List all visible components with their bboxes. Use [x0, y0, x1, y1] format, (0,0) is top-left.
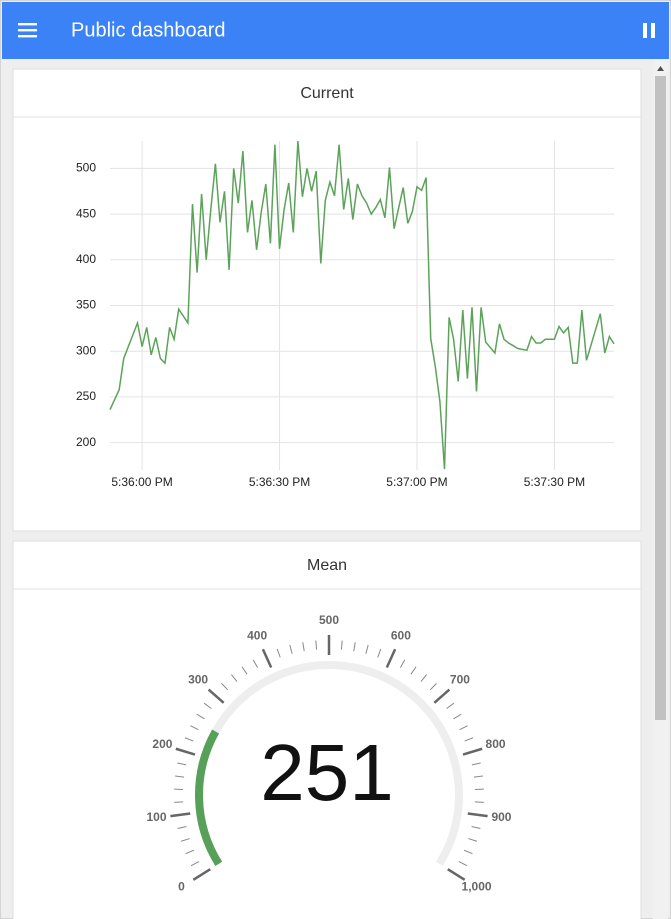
- major-tick: [261, 648, 273, 669]
- minor-tick: [185, 849, 195, 855]
- pause-icon-bar: [651, 23, 655, 38]
- card: [12, 68, 642, 532]
- y-tick-label: 350: [76, 298, 96, 312]
- major-tick: [433, 688, 451, 704]
- y-tick-label: 400: [76, 252, 96, 266]
- x-tick-label: 5:36:00 PM: [111, 475, 172, 489]
- gauge-tick-label: 800: [486, 737, 506, 751]
- major-tick: [207, 688, 225, 704]
- menu-icon-bar: [18, 29, 37, 32]
- pause-button[interactable]: [643, 23, 655, 38]
- major-tick: [385, 648, 397, 669]
- minor-tick: [177, 762, 187, 766]
- menu-icon-bar: [18, 23, 37, 26]
- minor-tick: [429, 683, 437, 691]
- minor-tick: [464, 737, 474, 742]
- minor-tick: [289, 644, 293, 654]
- minor-tick: [471, 762, 481, 766]
- y-tick-label: 300: [76, 343, 96, 357]
- minor-tick: [410, 666, 417, 675]
- minor-tick: [175, 775, 185, 778]
- data-line: [109, 140, 615, 470]
- card-title: Current: [300, 85, 354, 102]
- minor-tick: [180, 838, 190, 842]
- gauge-tick-label: 100: [147, 810, 167, 824]
- minor-tick: [458, 861, 468, 867]
- minor-tick: [315, 640, 318, 650]
- minor-tick: [203, 702, 212, 709]
- y-tick-label: 500: [76, 161, 96, 175]
- major-tick: [447, 868, 466, 881]
- minor-tick: [190, 861, 200, 867]
- menu-button[interactable]: [18, 23, 37, 38]
- minor-tick: [468, 838, 478, 842]
- y-tick-label: 450: [76, 206, 96, 220]
- minor-tick: [221, 683, 229, 691]
- minor-tick: [463, 849, 473, 855]
- minor-tick: [473, 775, 483, 778]
- scroll-up-arrow[interactable]: [657, 66, 664, 71]
- pause-icon-bar: [643, 23, 647, 38]
- minor-tick: [471, 826, 481, 829]
- menu-icon-bar: [18, 35, 37, 38]
- major-tick: [175, 747, 196, 756]
- minor-tick: [184, 737, 194, 742]
- y-tick-label: 250: [76, 389, 96, 403]
- gauge-tick-label: 600: [391, 629, 411, 643]
- gauge-value-arc: [195, 729, 223, 867]
- major-tick: [462, 747, 483, 756]
- major-tick: [467, 812, 488, 818]
- minor-tick: [340, 640, 343, 650]
- minor-tick: [353, 642, 356, 652]
- app-bar: [2, 2, 669, 59]
- app-title: Public dashboard: [71, 19, 226, 41]
- gauge-tick-label: 900: [491, 810, 511, 824]
- gauge-tick-label: 700: [450, 673, 470, 687]
- minor-tick: [365, 644, 369, 654]
- major-tick: [192, 868, 211, 881]
- card-title: Mean: [307, 557, 347, 574]
- gauge-tick-label: 400: [247, 629, 267, 643]
- minor-tick: [177, 826, 187, 829]
- gauge-tick-label: 0: [178, 879, 185, 893]
- major-tick: [170, 812, 191, 818]
- y-tick-label: 200: [76, 435, 96, 449]
- minor-tick: [459, 725, 468, 731]
- card: [12, 540, 642, 919]
- minor-tick: [276, 648, 281, 658]
- minor-tick: [377, 648, 382, 658]
- minor-tick: [453, 713, 462, 720]
- minor-tick: [302, 642, 305, 652]
- gauge-tick-label: 300: [188, 673, 208, 687]
- plots: 200 250 300 350 400 450 500 5:36:00 PM 5:36:30 P…: [76, 140, 615, 893]
- x-tick-label: 5:36:30 PM: [249, 475, 310, 489]
- minor-tick: [241, 666, 248, 675]
- minor-tick: [420, 674, 428, 682]
- minor-tick: [196, 713, 205, 720]
- gauge-tick-label: 1,000: [462, 879, 492, 893]
- scrollbar-thumb[interactable]: [655, 76, 666, 720]
- minor-tick: [230, 674, 238, 682]
- minor-tick: [446, 702, 455, 709]
- minor-tick: [399, 659, 406, 668]
- gauge-tick-label: 200: [152, 737, 172, 751]
- x-tick-label: 5:37:00 PM: [386, 475, 447, 489]
- minor-tick: [252, 659, 259, 668]
- gauge-value: 251: [260, 728, 393, 817]
- minor-tick: [190, 725, 199, 731]
- gauge-tick-label: 500: [319, 613, 339, 627]
- x-tick-label: 5:37:30 PM: [524, 475, 585, 489]
